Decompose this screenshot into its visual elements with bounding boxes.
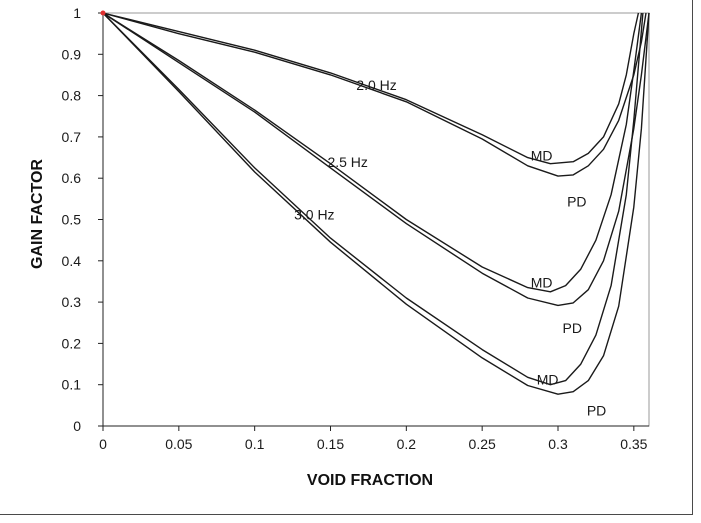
y-tick-label: 0.1	[62, 377, 82, 393]
series-line-1	[102, 12, 640, 165]
x-tick-label: 0.35	[620, 436, 647, 452]
annotation-label: MD	[531, 147, 553, 163]
y-tick-label: 0.5	[62, 212, 82, 228]
annotation-label: MD	[531, 275, 553, 291]
series-line-2	[102, 12, 647, 177]
y-tick-label: 0.8	[62, 88, 82, 104]
y-tick-label: 0.2	[62, 335, 82, 351]
x-axis-title: VOID FRACTION	[307, 472, 433, 489]
curve-series	[100, 10, 650, 395]
series-line-4	[102, 12, 650, 307]
annotation-label: MD	[537, 372, 559, 388]
x-tick-label: 0.1	[245, 436, 265, 452]
curve-annotations: 2.0 Hz 2.5 Hz 3.0 Hz MD PD MD PD MD PD	[294, 77, 606, 418]
y-tick-label: 0	[73, 418, 81, 434]
series-line-5	[102, 12, 644, 386]
y-tick-label: 0.9	[62, 46, 82, 62]
x-tick-label: 0.2	[397, 436, 417, 452]
y-tick-label: 0.6	[62, 170, 82, 186]
plot-area	[102, 12, 650, 427]
y-axis-title: GAIN FACTOR	[29, 159, 46, 269]
y-tick-label: 0.3	[62, 294, 82, 310]
x-tick-label: 0.05	[165, 436, 192, 452]
annotation-label: 3.0 Hz	[294, 207, 334, 223]
y-tick-label: 1	[73, 5, 81, 21]
x-tick-label: 0.15	[317, 436, 344, 452]
axis-ticks: 0 0.1 0.2 0.3 0.4 0.5 0.6 0.7 0.8 0.9 1 0 0.05 0.1 0.1…	[62, 5, 648, 452]
annotation-label: 2.0 Hz	[356, 77, 396, 93]
x-tick-label: 0.25	[469, 436, 496, 452]
x-tick-label: 0	[99, 436, 107, 452]
annotation-label: PD	[563, 320, 582, 336]
x-tick-label: 0.3	[548, 436, 568, 452]
annotation-label: 2.5 Hz	[327, 154, 367, 170]
annotation-label: PD	[587, 403, 606, 419]
y-tick-label: 0.7	[62, 129, 82, 145]
series-line-6	[102, 12, 650, 395]
series-line-3	[102, 12, 643, 293]
y-tick-label: 0.4	[62, 253, 82, 269]
origin-marker	[100, 10, 106, 16]
annotation-label: PD	[567, 193, 586, 209]
plot-border	[102, 12, 650, 427]
chart-frame	[0, 0, 693, 515]
